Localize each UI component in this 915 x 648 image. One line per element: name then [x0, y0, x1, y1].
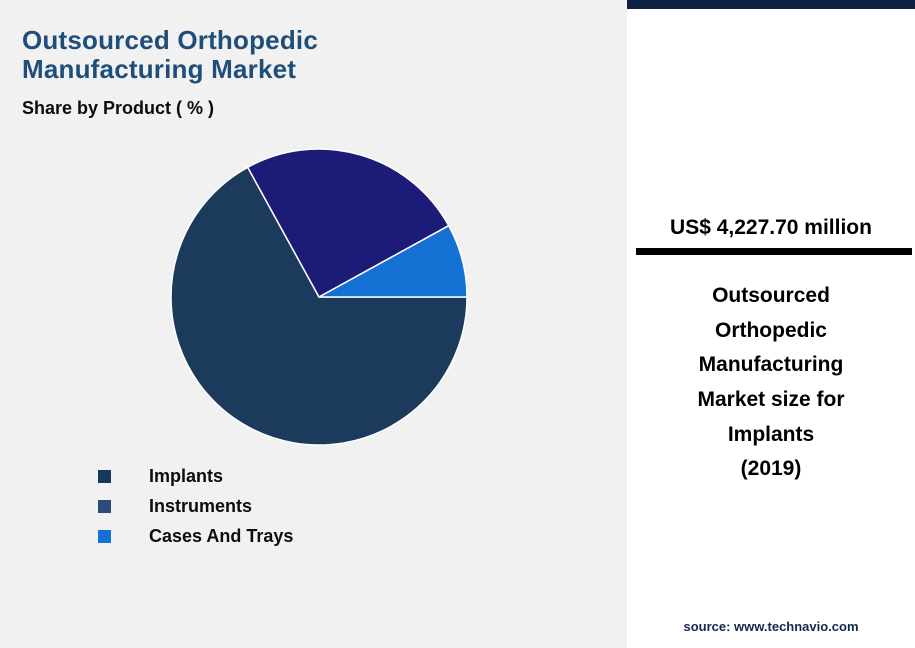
legend-label: Implants [149, 465, 224, 486]
chart-subtitle: Share by Product ( % ) [22, 98, 215, 119]
legend-item-instruments: Instruments [98, 491, 293, 521]
pie-slice-implants [170, 166, 468, 446]
page-title: Outsourced Orthopedic Manufacturing Mark… [22, 25, 582, 85]
legend-label: Cases And Trays [149, 525, 294, 546]
pie-chart-container [168, 146, 470, 448]
chart-header: Outsourced Orthopedic Manufacturing Mark… [22, 25, 582, 119]
legend-label: Instruments [149, 495, 253, 516]
info-panel: US$ 4,227.70 million Outsourced Orthoped… [627, 0, 915, 648]
legend-swatch-implants [98, 469, 111, 483]
value-underline-bar [636, 248, 912, 255]
pie-slice-instruments [246, 148, 450, 299]
chart-legend: Implants Instruments Cases And Trays [98, 461, 293, 551]
market-value: US$ 4,227.70 million [670, 216, 872, 239]
pie-slice-cases-and-trays [318, 224, 468, 298]
chart-area: Outsourced Orthopedic Manufacturing Mark… [22, 25, 582, 551]
source-credit: source: www.technavio.com [683, 619, 859, 634]
legend-swatch-cases-and-trays [98, 529, 111, 543]
market-value-description: Outsourced Orthopedic Manufacturing Mark… [697, 284, 845, 481]
panel-accent-bar [627, 0, 915, 9]
legend-item-implants: Implants [98, 461, 293, 491]
pie-chart [170, 148, 468, 446]
legend-item-cases-and-trays: Cases And Trays [98, 521, 293, 551]
page-title-line1: Outsourced Orthopedic [22, 25, 319, 55]
page-title-line2: Manufacturing Market [22, 54, 297, 85]
legend-swatch-instruments [98, 499, 111, 513]
